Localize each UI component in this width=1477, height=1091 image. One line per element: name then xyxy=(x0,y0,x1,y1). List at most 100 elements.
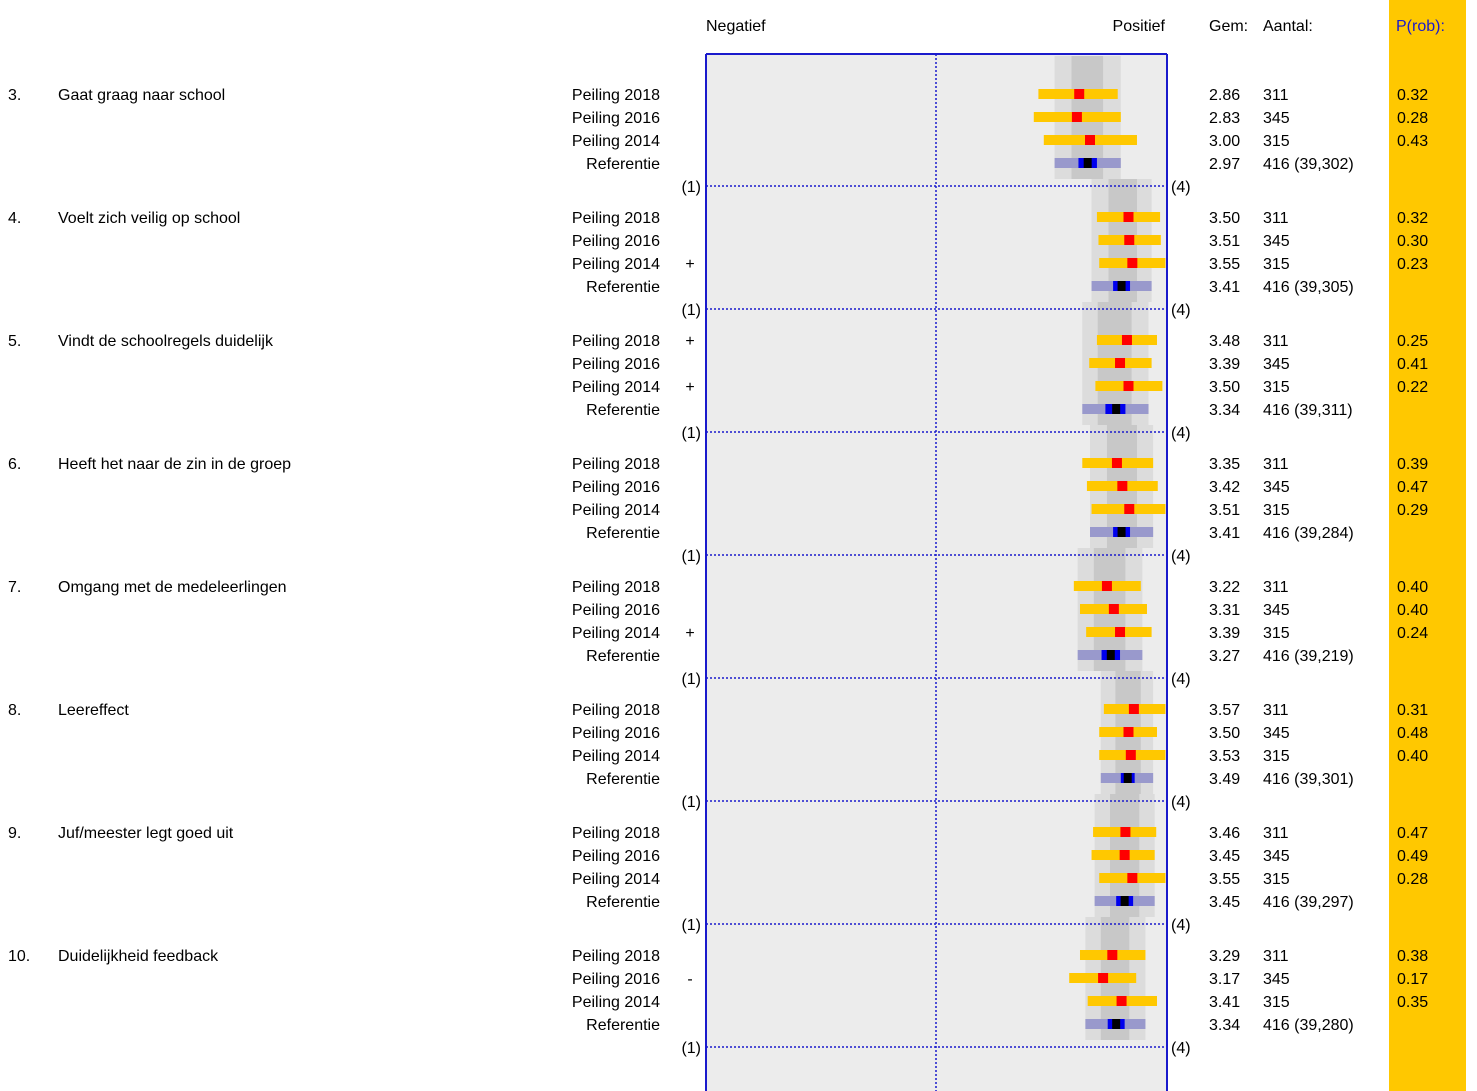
prob-column xyxy=(1389,0,1466,1091)
row-mean: 3.39 xyxy=(1209,356,1240,373)
row-prob: 0.30 xyxy=(1397,233,1428,250)
row-name: Peiling 2016 xyxy=(572,602,660,619)
row-prob: 0.35 xyxy=(1397,994,1428,1011)
row-mean: 3.27 xyxy=(1209,648,1240,665)
row-prob: 0.40 xyxy=(1397,748,1428,765)
sample-mean-marker xyxy=(1101,581,1112,591)
row-name: Peiling 2014 xyxy=(572,379,660,396)
row-count: 345 xyxy=(1263,479,1290,496)
scale-min-label: (1) xyxy=(681,794,701,811)
item-label: Leereffect xyxy=(58,702,129,719)
reference-mean-marker xyxy=(1106,650,1115,660)
reference-mean-marker xyxy=(1123,773,1132,783)
row-count: 416 (39,301) xyxy=(1263,771,1354,788)
row-name: Peiling 2014 xyxy=(572,994,660,1011)
reference-mean-marker xyxy=(1117,281,1126,291)
row-name: Peiling 2018 xyxy=(572,87,660,104)
row-mean: 3.41 xyxy=(1209,994,1240,1011)
scale-max-label: (4) xyxy=(1171,425,1191,442)
row-prob: 0.25 xyxy=(1397,333,1428,350)
row-name: Referentie xyxy=(586,525,660,542)
reference-mean-marker xyxy=(1112,1019,1121,1029)
reference-mean-marker xyxy=(1117,527,1126,537)
row-count: 311 xyxy=(1263,210,1289,227)
row-prob: 0.28 xyxy=(1397,871,1428,888)
row-name: Peiling 2014 xyxy=(572,871,660,888)
row-prob: 0.38 xyxy=(1397,948,1428,965)
row-mean: 3.51 xyxy=(1209,233,1240,250)
row-name: Peiling 2016 xyxy=(572,971,660,988)
row-name: Peiling 2018 xyxy=(572,702,660,719)
row-count: 345 xyxy=(1263,848,1290,865)
row-count: 345 xyxy=(1263,356,1290,373)
row-prob: 0.17 xyxy=(1397,971,1428,988)
sample-mean-marker xyxy=(1085,135,1095,145)
chart-marks xyxy=(1033,89,1166,1029)
scale-max-label: (4) xyxy=(1171,917,1191,934)
row-name: Peiling 2014 xyxy=(572,133,660,150)
row-count: 311 xyxy=(1263,456,1289,473)
row-mean: 3.55 xyxy=(1209,871,1240,888)
sample-mean-marker xyxy=(1115,358,1126,368)
row-name: Referentie xyxy=(586,402,660,419)
item-number: 7. xyxy=(8,579,21,596)
sample-mean-marker xyxy=(1123,381,1134,391)
scale-min-label: (1) xyxy=(681,179,701,196)
row-count: 311 xyxy=(1263,333,1289,350)
row-prob: 0.24 xyxy=(1397,625,1428,642)
row-prob: 0.39 xyxy=(1397,456,1428,473)
sample-mean-marker xyxy=(1107,950,1118,960)
chart-labels: 3. Gaat graag naar school Peiling 2018 2.86… xyxy=(8,87,1428,1057)
row-prob: 0.32 xyxy=(1397,210,1428,227)
row-mean: 3.50 xyxy=(1209,379,1240,396)
row-count: 345 xyxy=(1263,971,1290,988)
scale-min-label: (1) xyxy=(681,671,701,688)
item-label: Vindt de schoolregels duidelijk xyxy=(58,333,274,350)
row-count: 315 xyxy=(1263,871,1290,888)
sample-mean-marker xyxy=(1123,727,1134,737)
row-mean: 3.39 xyxy=(1209,625,1240,642)
row-mean: 2.83 xyxy=(1209,110,1240,127)
row-mean: 3.42 xyxy=(1209,479,1240,496)
row-count: 315 xyxy=(1263,133,1290,150)
item-label: Gaat graag naar school xyxy=(58,87,225,104)
row-name: Peiling 2014 xyxy=(572,625,660,642)
sample-mean-marker xyxy=(1124,235,1135,245)
row-name: Peiling 2016 xyxy=(572,479,660,496)
row-prob: 0.40 xyxy=(1397,602,1428,619)
sample-mean-marker xyxy=(1127,258,1138,268)
row-prob: 0.31 xyxy=(1397,702,1428,719)
row-count: 416 (39,305) xyxy=(1263,279,1354,296)
row-mean: 3.41 xyxy=(1209,279,1240,296)
scale-min-label: (1) xyxy=(681,917,701,934)
row-mean: 2.97 xyxy=(1209,156,1240,173)
row-count: 315 xyxy=(1263,625,1290,642)
scale-max-label: (4) xyxy=(1171,302,1191,319)
scale-min-label: (1) xyxy=(681,302,701,319)
row-count: 311 xyxy=(1263,948,1289,965)
row-count: 416 (39,219) xyxy=(1263,648,1354,665)
row-sign: + xyxy=(685,625,694,642)
row-name: Referentie xyxy=(586,156,660,173)
row-prob: 0.22 xyxy=(1397,379,1428,396)
row-mean: 3.48 xyxy=(1209,333,1240,350)
row-count: 416 (39,284) xyxy=(1263,525,1354,542)
row-prob: 0.49 xyxy=(1397,848,1428,865)
sample-mean-marker xyxy=(1074,89,1085,99)
row-mean: 3.53 xyxy=(1209,748,1240,765)
sample-mean-marker xyxy=(1111,458,1122,468)
row-count: 315 xyxy=(1263,502,1290,519)
row-count: 345 xyxy=(1263,725,1290,742)
row-count: 416 (39,302) xyxy=(1263,156,1354,173)
row-name: Peiling 2016 xyxy=(572,356,660,373)
row-sign: + xyxy=(685,256,694,273)
row-count: 315 xyxy=(1263,994,1290,1011)
sample-mean-marker xyxy=(1071,112,1082,122)
item-label: Duidelijkheid feedback xyxy=(58,948,219,965)
row-mean: 3.46 xyxy=(1209,825,1240,842)
row-name: Peiling 2018 xyxy=(572,948,660,965)
scale-max-label: (4) xyxy=(1171,671,1191,688)
scale-max-label: (4) xyxy=(1171,1040,1191,1057)
row-count: 416 (39,311) xyxy=(1263,402,1353,419)
row-name: Peiling 2014 xyxy=(572,502,660,519)
